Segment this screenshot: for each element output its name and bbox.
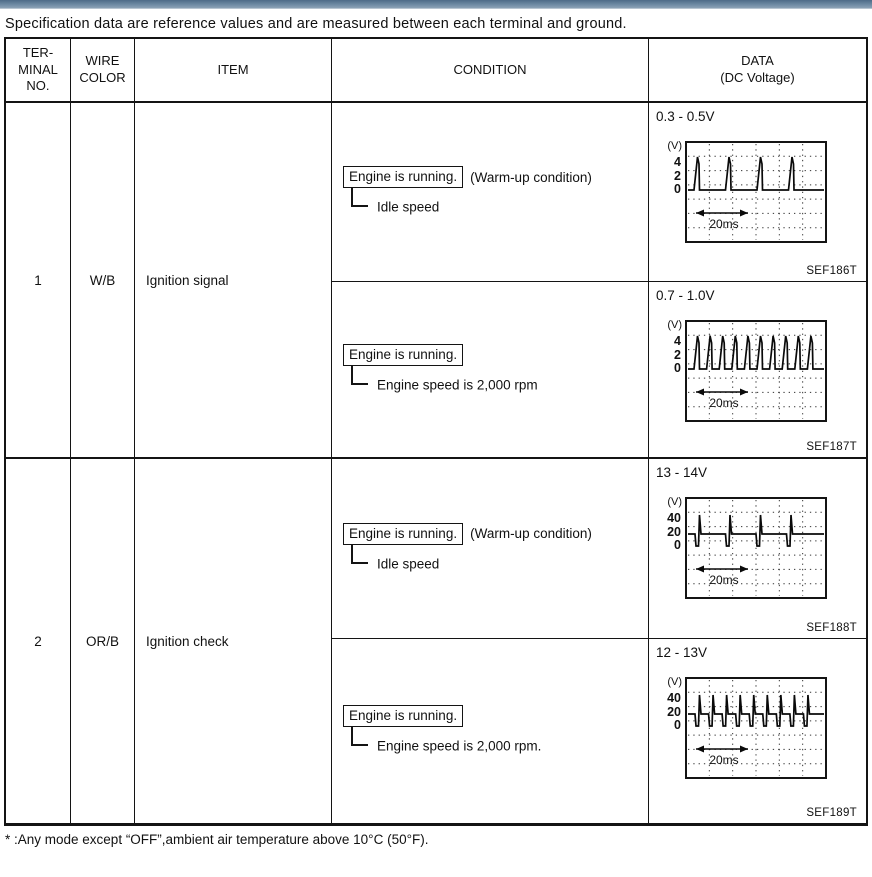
condition-cell: Engine is running. Engine speed is 2,000… — [332, 638, 649, 823]
voltage-range: 12 - 13V — [656, 645, 708, 660]
arrowhead — [740, 209, 748, 217]
scope-screen — [685, 320, 827, 422]
scope-text: 40 — [667, 691, 681, 705]
arrowhead — [740, 745, 748, 753]
arrowhead — [740, 565, 748, 573]
voltage-range: 0.7 - 1.0V — [656, 288, 715, 303]
arrowhead — [740, 388, 748, 396]
terminal-2-wire-color: OR/B — [71, 457, 135, 823]
figure-caption: SEF186T — [806, 265, 857, 277]
intro-text: Specification data are reference values … — [5, 16, 627, 32]
arrowhead — [696, 745, 704, 753]
waveform-path — [688, 694, 824, 727]
condition-branch: Engine speed is 2,000 rpm — [351, 365, 648, 392]
header-terminal-no: TER- MINAL NO. — [6, 39, 71, 103]
figure-caption: SEF189T — [806, 807, 857, 819]
scope-text: (V) — [667, 140, 682, 152]
scope-text: 20 — [667, 705, 681, 719]
condition-line: Engine is running. (Warm-up condition) — [343, 166, 648, 188]
branch-label: Engine speed is 2,000 rpm. — [377, 738, 542, 754]
header-item: ITEM — [135, 39, 332, 103]
scope-text: 2 — [674, 169, 681, 183]
header-condition: CONDITION — [332, 39, 649, 103]
waveform-path — [688, 514, 824, 547]
scope-screen — [685, 141, 827, 243]
footnote-text: * :Any mode except “OFF”,ambient air tem… — [5, 832, 429, 847]
data-cell: 13 - 14V (V) 40 20 0 20ms SEF188T — [649, 457, 866, 638]
data-cell: 12 - 13V (V) 40 20 0 20ms SEF189T — [649, 638, 866, 823]
scope-text: 0 — [674, 538, 681, 552]
arrowhead — [696, 565, 704, 573]
scope-text: (V) — [667, 676, 682, 688]
oscilloscope: (V) 40 20 0 20ms — [655, 492, 866, 609]
scope-text: 4 — [674, 155, 681, 169]
condition-branch: Idle speed — [351, 188, 648, 215]
oscilloscope-svg: (V) 420 20ms — [667, 319, 827, 422]
scope-screen — [685, 677, 827, 779]
branch-label: Engine speed is 2,000 rpm — [377, 377, 538, 392]
data-cell: 0.7 - 1.0V (V) 4 2 0 20ms SEF187T — [649, 281, 866, 457]
engine-running-box: Engine is running. — [343, 343, 464, 366]
oscilloscope-svg: (V) 420 20ms — [667, 140, 827, 243]
header-wire-color: WIRE COLOR — [71, 39, 135, 103]
header-data: DATA (DC Voltage) — [649, 39, 866, 103]
voltage-range: 0.3 - 0.5V — [656, 109, 715, 124]
scope-text: 4 — [674, 334, 681, 348]
terminal-1-item: Ignition signal — [135, 103, 332, 457]
engine-running-box: Engine is running. — [343, 166, 464, 188]
condition-line: Engine is running. — [343, 343, 648, 366]
condition-branch: Engine speed is 2,000 rpm. — [351, 727, 648, 754]
figure-caption: SEF187T — [806, 441, 857, 453]
branch-label: Idle speed — [377, 556, 440, 571]
data-cell: 0.3 - 0.5V (V) 4 2 0 20ms SEF186T — [649, 103, 866, 281]
arrowhead — [696, 209, 704, 217]
terminal-2-item: Ignition check — [135, 457, 332, 823]
arrowhead — [696, 388, 704, 396]
condition-branch: Idle speed — [351, 544, 648, 571]
waveform-path — [688, 156, 824, 191]
terminal-1-number: 1 — [6, 103, 71, 457]
oscilloscope: (V) 40 20 0 20ms — [655, 672, 866, 789]
condition-suffix: (Warm-up condition) — [470, 169, 592, 185]
scope-text: 0 — [674, 718, 681, 732]
branch-elbow-line — [351, 727, 368, 746]
condition-cell: Engine is running. Engine speed is 2,000… — [332, 281, 649, 457]
scope-text: 20ms — [709, 573, 738, 587]
scope-text: 0 — [674, 361, 681, 375]
page-accent-bar — [0, 0, 872, 9]
condition-line: Engine is running. — [343, 705, 648, 727]
scope-text: 20ms — [709, 753, 738, 767]
condition-suffix: (Warm-up condition) — [470, 526, 592, 541]
scope-text: 2 — [674, 348, 681, 362]
branch-elbow-line — [351, 188, 368, 207]
branch-label: Idle speed — [377, 199, 440, 215]
branch-elbow-line — [351, 544, 368, 564]
scope-text: 20ms — [709, 217, 738, 231]
scope-text: 0 — [674, 182, 681, 196]
scope-text: (V) — [667, 319, 682, 331]
scope-text: (V) — [667, 496, 682, 508]
scope-screen — [685, 497, 827, 599]
scope-text: 20 — [667, 525, 681, 539]
figure-caption: SEF188T — [806, 622, 857, 634]
condition-cell: Engine is running. (Warm-up condition) I… — [332, 103, 649, 281]
engine-running-box: Engine is running. — [343, 522, 464, 545]
terminal-1-wire-color: W/B — [71, 103, 135, 457]
oscilloscope: (V) 4 2 0 20ms — [655, 315, 866, 432]
voltage-range: 13 - 14V — [656, 465, 708, 480]
terminal-2-number: 2 — [6, 457, 71, 823]
waveform-path — [688, 335, 824, 370]
engine-running-box: Engine is running. — [343, 705, 464, 727]
condition-line: Engine is running. (Warm-up condition) — [343, 522, 648, 545]
oscilloscope: (V) 4 2 0 20ms — [655, 136, 866, 253]
scope-text: 20ms — [709, 396, 738, 410]
scope-text: 40 — [667, 511, 681, 525]
branch-elbow-line — [351, 365, 368, 385]
condition-cell: Engine is running. (Warm-up condition) I… — [332, 457, 649, 638]
specification-table: TER- MINAL NO. WIRE COLOR ITEM CONDITION… — [4, 37, 868, 826]
